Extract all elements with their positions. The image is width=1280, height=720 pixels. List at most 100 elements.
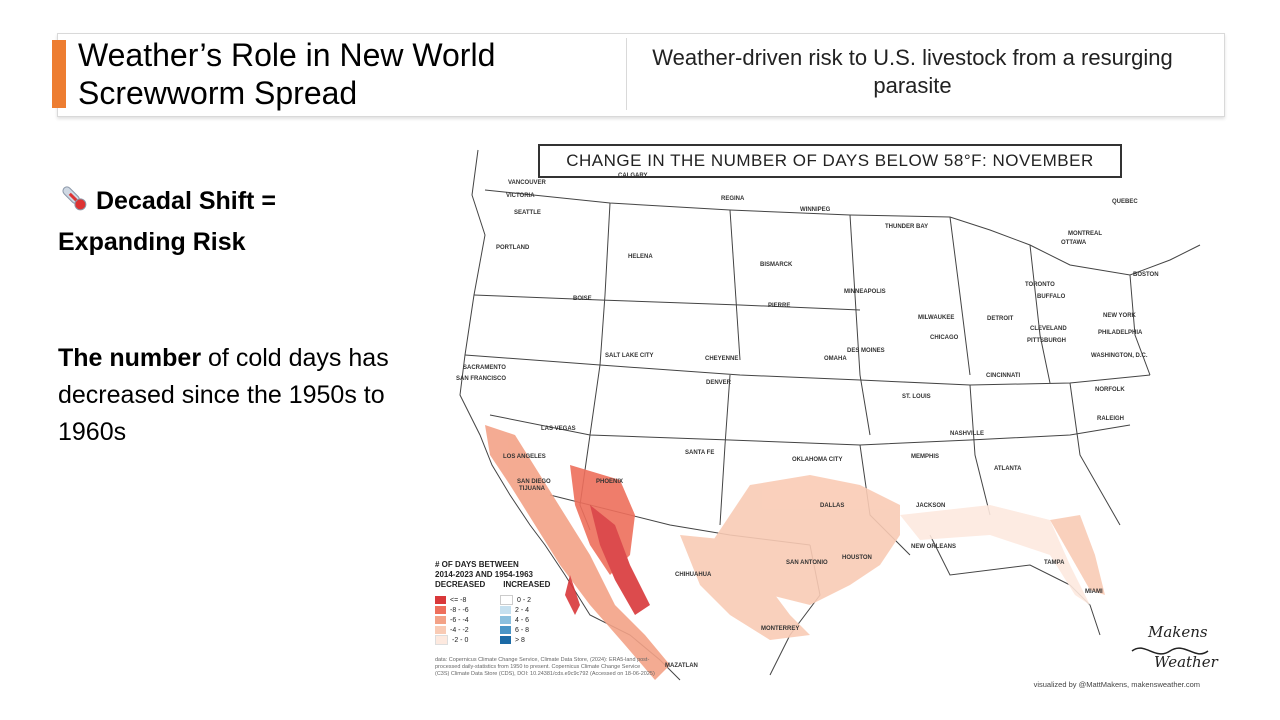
city-label: OMAHA (824, 356, 847, 362)
legend-swatch (435, 626, 446, 634)
legend-label: -4 - -2 (450, 626, 469, 634)
legend-label: <= -8 (450, 596, 467, 604)
city-label: OKLAHOMA CITY (792, 457, 843, 463)
city-label: SEATTLE (514, 210, 541, 216)
city-label: MIAMI (1085, 589, 1103, 595)
thermometer-icon (58, 183, 90, 224)
city-label: NORFOLK (1095, 387, 1125, 393)
legend-item: 0 - 2 (500, 595, 531, 605)
city-label: RALEIGH (1097, 416, 1124, 422)
city-label: DALLAS (820, 503, 845, 509)
legend-label: -2 - 0 (452, 636, 469, 644)
city-label: NEW ORLEANS (911, 544, 956, 550)
city-label: PITTSBURGH (1027, 338, 1066, 344)
logo-waves (1131, 647, 1209, 655)
city-label: LAS VEGAS (541, 426, 576, 432)
city-label: CLEVELAND (1030, 326, 1067, 332)
legend-increased-label: INCREASED (503, 580, 551, 589)
city-label: CHICAGO (930, 335, 959, 341)
legend-swatch (435, 606, 446, 614)
city-label: THUNDER BAY (885, 224, 929, 230)
legend-title-line1: # OF DAYS BETWEEN (435, 560, 519, 569)
city-label: CHIHUAHUA (675, 572, 712, 578)
legend-title-line2: 2014-2023 AND 1954-1963 (435, 570, 533, 579)
city-label: SAN FRANCISCO (456, 376, 507, 382)
city-label: MINNEAPOLIS (844, 289, 886, 295)
city-label: CHEYENNE (705, 356, 739, 362)
data-credit: data: Copernicus Climate Change Service,… (435, 657, 655, 677)
legend-swatch (435, 616, 446, 624)
city-label: PORTLAND (496, 245, 530, 251)
header-box (57, 33, 1225, 117)
city-label: QUEBEC (1112, 199, 1138, 205)
legend-label: 4 - 6 (515, 616, 530, 624)
makens-weather-logo: Makens Weather (1130, 619, 1218, 675)
city-label: BUFFALO (1037, 294, 1066, 300)
city-label: NASHVILLE (950, 431, 985, 437)
city-label: OTTAWA (1061, 240, 1087, 246)
legend-item: 2 - 4 (500, 605, 531, 615)
map-title: CHANGE IN THE NUMBER OF DAYS BELOW 58°F:… (538, 144, 1122, 178)
city-label: MONTREAL (1068, 231, 1102, 237)
city-label: MEMPHIS (911, 454, 940, 460)
visualized-by: visualized by @MattMakens, makensweather… (1033, 680, 1200, 689)
legend-item: 4 - 6 (500, 615, 531, 625)
city-label: CALGARY (618, 173, 648, 179)
city-label: DENVER (706, 380, 732, 386)
city-label: SAN ANTONIO (786, 560, 828, 566)
legend-item: 6 - 8 (500, 625, 531, 635)
title-accent-bar (52, 40, 66, 108)
map-canvas (459, 149, 1201, 681)
decadal-shift-heading: Decadal Shift = Expanding Risk (58, 183, 378, 261)
city-label: TIJUANA (519, 486, 546, 492)
city-label: SALT LAKE CITY (605, 353, 654, 359)
city-label: TORONTO (1025, 282, 1055, 288)
legend-label: 6 - 8 (515, 626, 530, 634)
legend-item: -4 - -2 (435, 625, 469, 635)
body-rest: of cold days has decreased since the 195… (58, 344, 389, 446)
city-label: CINCINNATI (986, 373, 1021, 379)
map: CHANGE IN THE NUMBER OF DAYS BELOW 58°F:… (430, 135, 1220, 690)
city-label: PHILADELPHIA (1098, 330, 1143, 336)
legend-swatch (500, 606, 511, 614)
logo-bottom: Weather (1154, 653, 1218, 671)
city-label: HOUSTON (842, 555, 872, 561)
city-label: WINNIPEG (800, 207, 831, 213)
slide-subtitle: Weather-driven risk to U.S. livestock fr… (652, 45, 1173, 98)
slide-title: Weather’s Role in New World Screwworm Sp… (78, 37, 496, 111)
city-label: PHOENIX (596, 479, 624, 485)
city-label: ST. LOUIS (902, 394, 931, 400)
legend-item: > 8 (500, 635, 531, 645)
legend-item: -8 - -6 (435, 605, 469, 615)
legend-increased: 0 - 2 2 - 4 4 - 6 6 - 8 > 8 (500, 595, 531, 645)
city-label: DETROIT (987, 316, 1014, 322)
legend-label: -8 - -6 (450, 606, 469, 614)
city-label: VANCOUVER (508, 180, 546, 186)
city-label: PIERRE (768, 303, 791, 309)
logo-top: Makens (1148, 623, 1208, 641)
city-label: BISMARCK (760, 262, 793, 268)
legend-label: 0 - 2 (517, 596, 532, 604)
city-label: LOS ANGELES (503, 454, 546, 460)
city-label: DES MOINES (847, 348, 885, 354)
decadal-shift-text: Decadal Shift = Expanding Risk (58, 187, 276, 256)
city-label: NEW YORK (1103, 313, 1136, 319)
legend-label: > 8 (515, 636, 525, 644)
legend-decreased: <= -8 -8 - -6 -6 - -4 -4 - -2 -2 - 0 (435, 595, 469, 645)
legend-item: <= -8 (435, 595, 469, 605)
city-label: JACKSON (916, 503, 946, 509)
city-label: SAN DIEGO (517, 479, 551, 485)
body-bold: The number (58, 344, 202, 372)
legend-swatch (500, 626, 511, 634)
city-label: MAZATLAN (665, 663, 698, 669)
city-label: SACRAMENTO (463, 365, 506, 371)
legend-swatch (435, 635, 448, 645)
body-text: The number of cold days has decreased si… (58, 340, 398, 451)
city-label: REGINA (721, 196, 745, 202)
city-label: TAMPA (1044, 560, 1065, 566)
legend-label: 2 - 4 (515, 606, 530, 614)
city-label: ATLANTA (994, 466, 1022, 472)
legend-title: # OF DAYS BETWEEN 2014-2023 AND 1954-196… (435, 560, 550, 590)
legend-swatch (500, 595, 513, 605)
legend-label: -6 - -4 (450, 616, 469, 624)
